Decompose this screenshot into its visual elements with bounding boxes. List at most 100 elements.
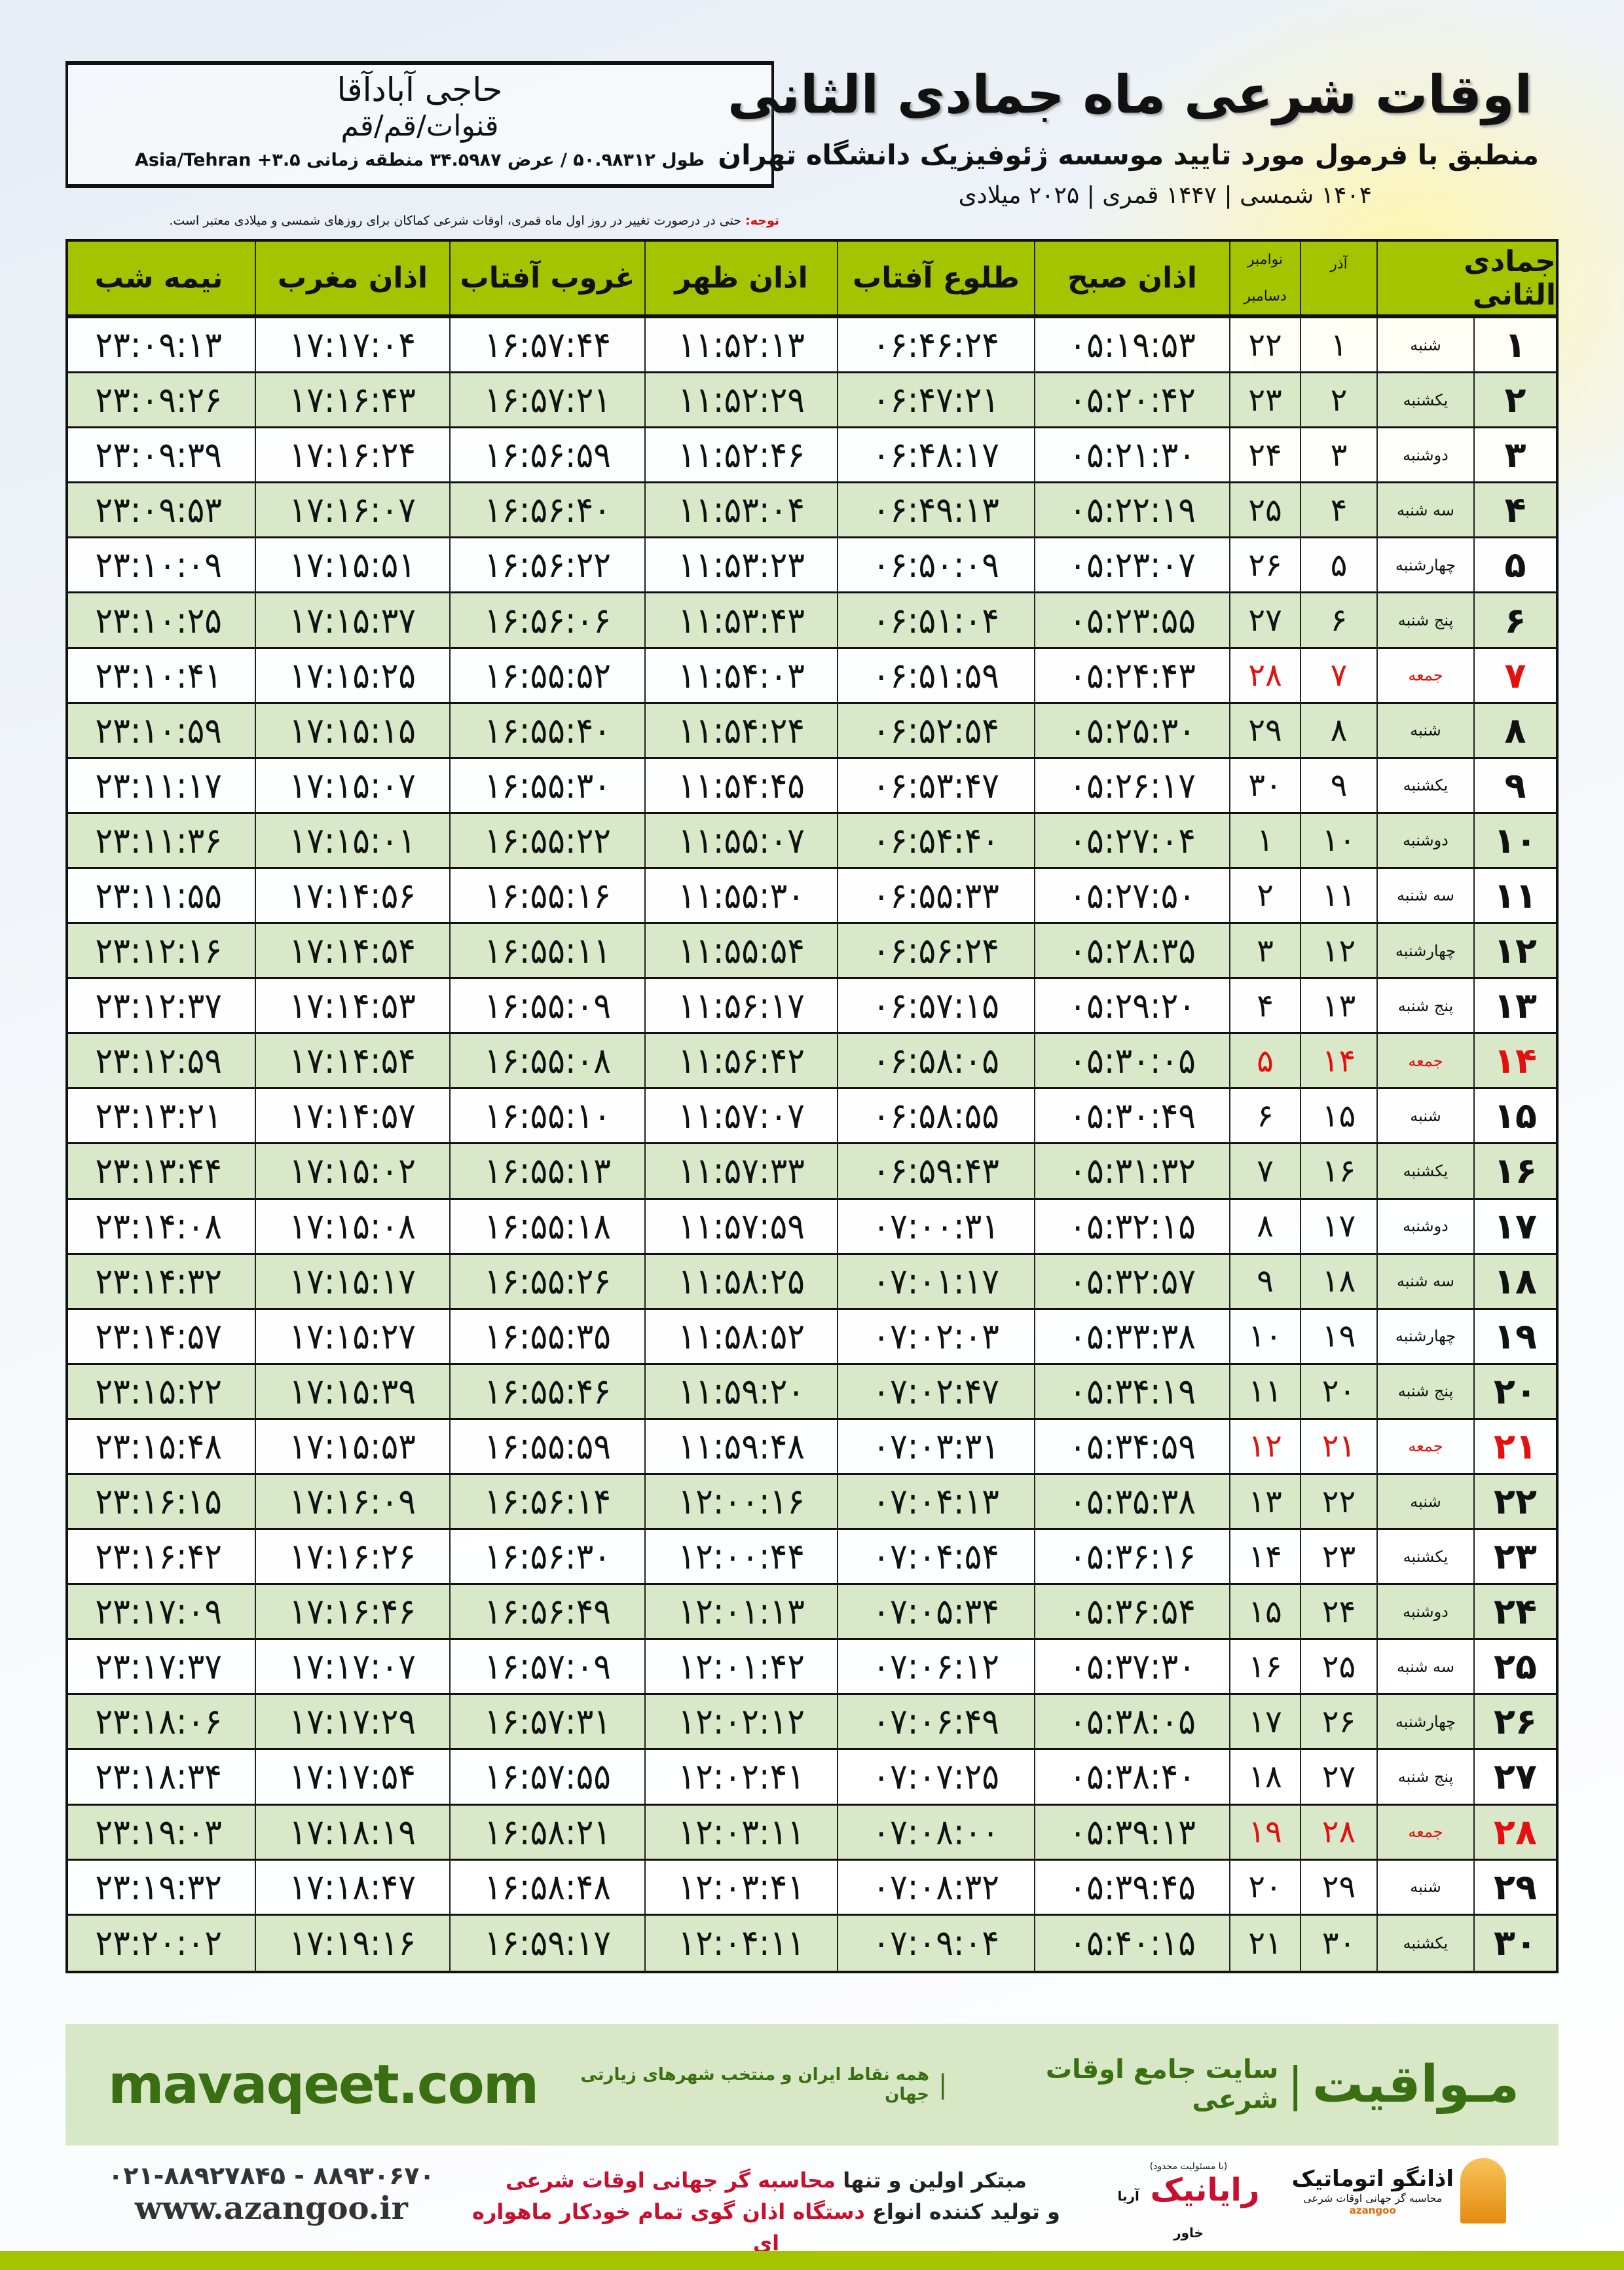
day-number-text: ۱۵ (1494, 1095, 1537, 1137)
fajr-time: ۰۵:۳۲:۵۷ (1034, 1254, 1229, 1308)
sunrise-time: ۰۷:۰۶:۴۹ (837, 1695, 1034, 1749)
gregorian-day-text: ۱۵ (1248, 1593, 1282, 1630)
table-row: ۲۹ شنبه ۲۹ ۲۰ ۰۵:۳۹:۴۵ ۰۷:۰۸:۳۲ ۱۲:۰۳:۴۱ ۱۶:۵۸:… (68, 1860, 1556, 1916)
dhuhr-time: ۱۲:۰۴:۱۱ (644, 1915, 837, 1971)
sunset-time: ۱۶:۵۸:۴۸ (449, 1860, 644, 1914)
sunrise-time-text: ۰۶:۵۸:۰۵ (872, 1040, 1001, 1082)
table-row: ۴ سه شنبه ۴ ۲۵ ۰۵:۲۲:۱۹ ۰۶:۴۹:۱۳ ۱۱:۵۳:۰۴ ۱۶:۵۶… (68, 483, 1556, 539)
shamsi-day: ۷ (1300, 648, 1376, 702)
weekday: پنج شنبه (1376, 979, 1473, 1033)
maghrib-time: ۱۷:۱۴:۵۳ (255, 979, 449, 1033)
midnight-time-text: ۲۳:۱۷:۳۷ (95, 1646, 223, 1688)
day-number: ۲۶ (1473, 1695, 1556, 1749)
sunrise-time-text: ۰۶:۵۴:۴۰ (872, 819, 1001, 861)
shamsi-day-text: ۲۴ (1321, 1593, 1356, 1630)
weekday-text: چهارشنبه (1395, 1327, 1456, 1346)
day-number-text: ۹ (1504, 764, 1526, 806)
weekday-text: پنج شنبه (1397, 1382, 1454, 1401)
fajr-time-text: ۰۵:۳۸:۴۰ (1069, 1756, 1196, 1798)
fajr-time: ۰۵:۳۸:۰۵ (1034, 1695, 1229, 1749)
maghrib-time-text: ۱۷:۱۸:۱۹ (289, 1811, 417, 1853)
maghrib-time: ۱۷:۱۵:۰۷ (255, 758, 449, 812)
fajr-time: ۰۵:۲۳:۰۷ (1034, 538, 1229, 592)
maghrib-time: ۱۷:۱۸:۱۹ (255, 1805, 449, 1859)
maghrib-time-text: ۱۷:۱۴:۵۳ (289, 985, 417, 1027)
dhuhr-time: ۱۱:۵۴:۰۳ (644, 648, 837, 702)
shamsi-day-text: ۱۹ (1321, 1318, 1356, 1355)
phone-numbers: ۰۲۱-۸۸۹۲۷۸۴۵ - ۸۸۹۳۰۶۷۰ (108, 2161, 435, 2190)
shamsi-day: ۲۵ (1300, 1640, 1376, 1694)
gregorian-day-text: ۷ (1257, 1152, 1274, 1189)
mavaqeet-banner[interactable]: mavaqeet.com مـواقیت | سایت جامع اوقات ش… (65, 2024, 1559, 2146)
midnight-time-text: ۲۳:۱۸:۳۴ (95, 1756, 223, 1798)
weekday: سه شنبه (1376, 1254, 1473, 1308)
dhuhr-time: ۱۱:۵۵:۰۷ (644, 813, 837, 867)
sunrise-time: ۰۶:۵۸:۰۵ (837, 1034, 1034, 1088)
fajr-time-text: ۰۵:۳۴:۱۹ (1069, 1370, 1196, 1412)
fajr-time-text: ۰۵:۳۶:۱۶ (1069, 1536, 1196, 1578)
midnight-time: ۲۳:۱۴:۵۷ (63, 1310, 255, 1363)
sunrise-time: ۰۶:۴۸:۱۷ (837, 428, 1034, 482)
fajr-time-text: ۰۵:۲۳:۰۷ (1069, 544, 1196, 586)
day-number-text: ۲۹ (1494, 1866, 1537, 1908)
dhuhr-time-text: ۱۱:۵۸:۲۵ (678, 1260, 805, 1302)
midnight-time-text: ۲۳:۰۹:۵۳ (95, 489, 223, 531)
day-number-text: ۲۰ (1494, 1370, 1537, 1412)
gregorian-day: ۱۷ (1229, 1695, 1300, 1749)
sunrise-time: ۰۶:۵۵:۳۳ (837, 868, 1034, 923)
table-row: ۲۰ پنج شنبه ۲۰ ۱۱ ۰۵:۳۴:۱۹ ۰۷:۰۲:۴۷ ۱۱:۵۹:۲۰ ۱۶… (68, 1364, 1556, 1420)
day-number-text: ۲۱ (1494, 1425, 1537, 1467)
maghrib-time-text: ۱۷:۱۴:۵۶ (289, 874, 417, 916)
shamsi-day: ۱۵ (1300, 1089, 1376, 1143)
sunrise-time-text: ۰۷:۰۷:۲۵ (872, 1756, 1001, 1798)
dhuhr-time: ۱۱:۵۶:۱۷ (644, 979, 837, 1033)
maghrib-time-text: ۱۷:۱۹:۱۶ (289, 1922, 417, 1964)
fajr-time: ۰۵:۳۹:۱۳ (1034, 1805, 1229, 1859)
day-number-text: ۷ (1504, 654, 1526, 696)
sunrise-time-text: ۰۷:۰۸:۰۰ (872, 1811, 1001, 1853)
weekday: شنبه (1376, 318, 1473, 372)
maghrib-time: ۱۷:۱۹:۱۶ (255, 1915, 449, 1971)
shamsi-day: ۱۸ (1300, 1254, 1376, 1308)
weekday: پنج شنبه (1376, 593, 1473, 647)
mavaqeet-site-link[interactable]: mavaqeet.com (108, 2053, 539, 2116)
weekday: سه شنبه (1376, 868, 1473, 923)
slogan-2a: و تولید کننده انواع (864, 2199, 1060, 2224)
shamsi-day: ۱۴ (1300, 1034, 1376, 1088)
sunset-time-text: ۱۶:۵۵:۱۳ (484, 1150, 612, 1192)
maghrib-time-text: ۱۷:۱۶:۰۹ (289, 1481, 417, 1523)
midnight-time: ۲۳:۱۸:۰۶ (63, 1695, 255, 1748)
sunrise-time-text: ۰۶:۵۸:۵۵ (872, 1095, 1001, 1137)
shamsi-day: ۲۷ (1300, 1750, 1376, 1804)
day-number-text: ۱۴ (1494, 1040, 1537, 1082)
sunset-time: ۱۶:۵۶:۳۰ (449, 1530, 644, 1584)
maghrib-time: ۱۷:۱۵:۱۵ (255, 703, 449, 757)
maghrib-time: ۱۷:۱۷:۲۹ (255, 1695, 449, 1749)
sunrise-time: ۰۷:۰۸:۳۲ (837, 1860, 1034, 1914)
shamsi-day: ۱۲ (1300, 924, 1376, 978)
day-number-text: ۱۶ (1494, 1150, 1537, 1192)
table-row: ۶ پنج شنبه ۶ ۲۷ ۰۵:۲۳:۵۵ ۰۶:۵۱:۰۴ ۱۱:۵۳:۴۳ ۱۶:۵… (68, 593, 1556, 649)
day-number-text: ۲۷ (1494, 1756, 1537, 1798)
maghrib-time: ۱۷:۱۴:۵۷ (255, 1089, 449, 1143)
day-number-text: ۲۸ (1494, 1811, 1537, 1853)
shamsi-day-text: ۲۱ (1321, 1428, 1356, 1465)
dhuhr-time-text: ۱۱:۵۹:۴۸ (678, 1425, 805, 1467)
col-maghrib: اذان مغرب (255, 242, 449, 314)
sunset-time: ۱۶:۵۵:۱۸ (449, 1199, 644, 1253)
dhuhr-time-text: ۱۲:۰۲:۴۱ (678, 1756, 805, 1798)
sunset-time-text: ۱۶:۵۶:۲۲ (484, 544, 612, 586)
sunset-time: ۱۶:۵۵:۱۱ (449, 924, 644, 978)
fajr-time-text: ۰۵:۲۶:۱۷ (1069, 764, 1196, 806)
gregorian-day: ۹ (1229, 1254, 1300, 1308)
year-line: ۱۴۰۴ شمسی | ۱۴۴۷ قمری | ۲۰۲۵ میلادی (958, 182, 1372, 209)
col-shamsi: آذر (1300, 242, 1376, 314)
dhuhr-time-text: ۱۱:۵۳:۲۳ (678, 544, 805, 586)
weekday-text: پنج شنبه (1397, 996, 1454, 1015)
sunrise-time-text: ۰۶:۴۷:۲۱ (872, 379, 1001, 421)
maghrib-time-text: ۱۷:۱۷:۰۴ (289, 324, 417, 366)
day-number: ۲ (1473, 373, 1556, 427)
fajr-time: ۰۵:۲۷:۵۰ (1034, 868, 1229, 923)
day-number-text: ۱۱ (1494, 874, 1537, 916)
azangoo-website[interactable]: www.azangoo.ir (134, 2190, 408, 2227)
